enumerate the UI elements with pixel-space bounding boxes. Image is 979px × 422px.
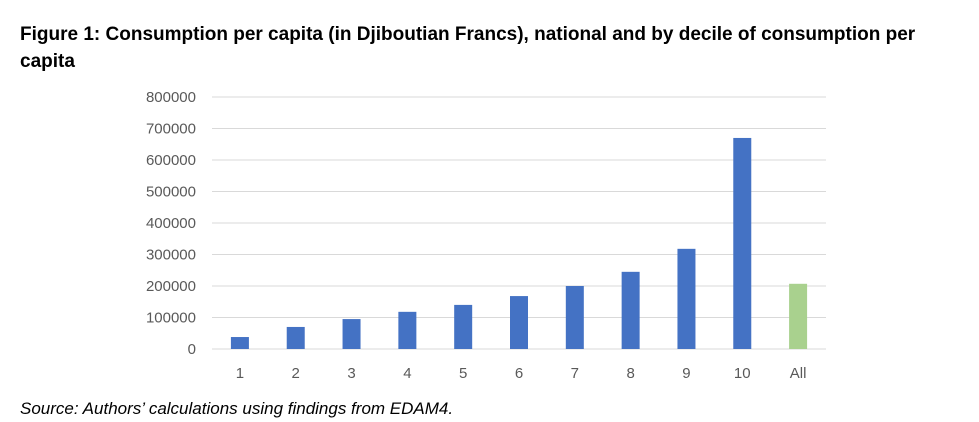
x-tick-label: 9: [682, 365, 690, 382]
bar-decile-5: [454, 304, 473, 349]
bar-national: [789, 283, 808, 349]
x-tick-label: All: [790, 365, 807, 382]
y-tick-label: 700000: [146, 121, 196, 138]
x-tick-label: 3: [347, 365, 355, 382]
bar-chart: 0 100000 200000 300000 400000 500000 600000 700…: [146, 89, 826, 382]
bar-decile-3: [342, 319, 361, 349]
bar-decile-2: [286, 326, 305, 349]
x-tick-label: 1: [236, 365, 244, 382]
bar-decile-10: [733, 137, 752, 349]
y-tick-label: 300000: [146, 247, 196, 264]
x-tick-label: 2: [292, 365, 300, 382]
bar-decile-4: [398, 311, 417, 349]
y-axis: 0 100000 200000 300000 400000 500000 600000 700…: [146, 89, 196, 358]
bar-decile-6: [510, 296, 528, 349]
chart-title: Figure 1: Consumption per capita (in Dji…: [20, 24, 916, 72]
bar-decile-1: [230, 337, 249, 349]
x-tick-label: 8: [626, 365, 634, 382]
y-tick-label: 100000: [146, 310, 196, 327]
y-tick-label: 600000: [146, 152, 196, 169]
gridlines: [212, 96, 826, 350]
x-axis: 1 2 3 4 5 6 7 8 9 10 All: [236, 365, 807, 382]
bar-decile-8: [621, 271, 640, 349]
bar-decile-7: [565, 286, 584, 349]
y-tick-label: 0: [188, 341, 196, 358]
y-tick-label: 200000: [146, 278, 196, 295]
x-tick-label: 7: [571, 365, 579, 382]
x-tick-label: 4: [403, 365, 411, 382]
bars: [230, 137, 808, 349]
y-tick-label: 500000: [146, 184, 196, 201]
y-tick-label: 400000: [146, 215, 196, 232]
x-tick-label: 6: [515, 365, 523, 382]
y-tick-label: 800000: [146, 89, 196, 106]
source-note: Source: Authors’ calculations using find…: [20, 399, 454, 418]
x-tick-label: 5: [459, 365, 467, 382]
x-tick-label: 10: [734, 365, 751, 382]
bar-decile-9: [677, 248, 696, 349]
